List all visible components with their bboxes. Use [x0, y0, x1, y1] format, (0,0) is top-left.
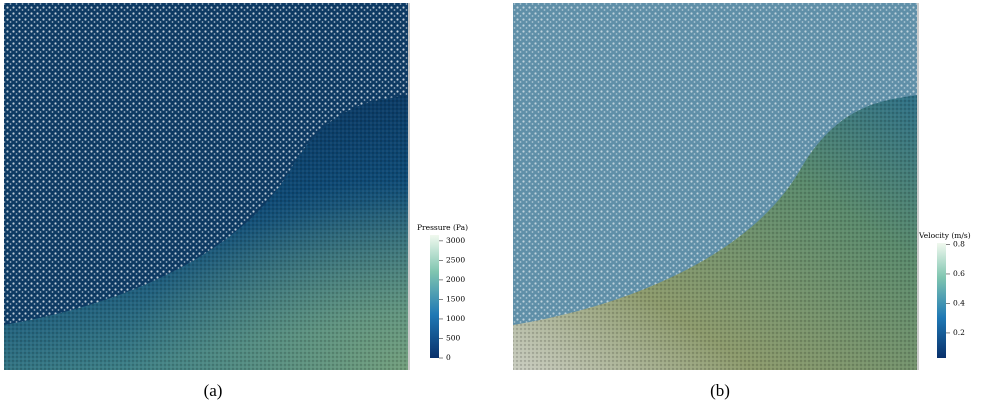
- caption: (a): [204, 381, 223, 400]
- colorbar-tick-label: 0: [446, 353, 451, 362]
- colorbar-tick-label: 0.2: [953, 328, 965, 337]
- colorbar-title: Velocity (m/s): [918, 231, 971, 240]
- colorbar-tick-label: 2500: [446, 255, 465, 264]
- simulation-b: [513, 3, 919, 370]
- colorbar-title: Pressure (Pa): [417, 223, 468, 232]
- colorbar-tick-label: 0.8: [953, 239, 965, 248]
- colorbar-tick-label: 3000: [446, 236, 465, 245]
- colorbar-tick-label: 500: [446, 333, 461, 342]
- colorbar-tick-label: 0.6: [953, 269, 965, 278]
- colorbar: [430, 235, 439, 358]
- colorbar-tick-label: 1500: [446, 294, 465, 303]
- colorbar-tick-label: 0.4: [953, 298, 965, 307]
- caption: (b): [710, 381, 730, 400]
- simulation-a: [4, 3, 410, 370]
- colorbar-tick-label: 1000: [446, 314, 465, 323]
- colorbar-tick-label: 2000: [446, 275, 465, 284]
- colorbar: [937, 243, 946, 358]
